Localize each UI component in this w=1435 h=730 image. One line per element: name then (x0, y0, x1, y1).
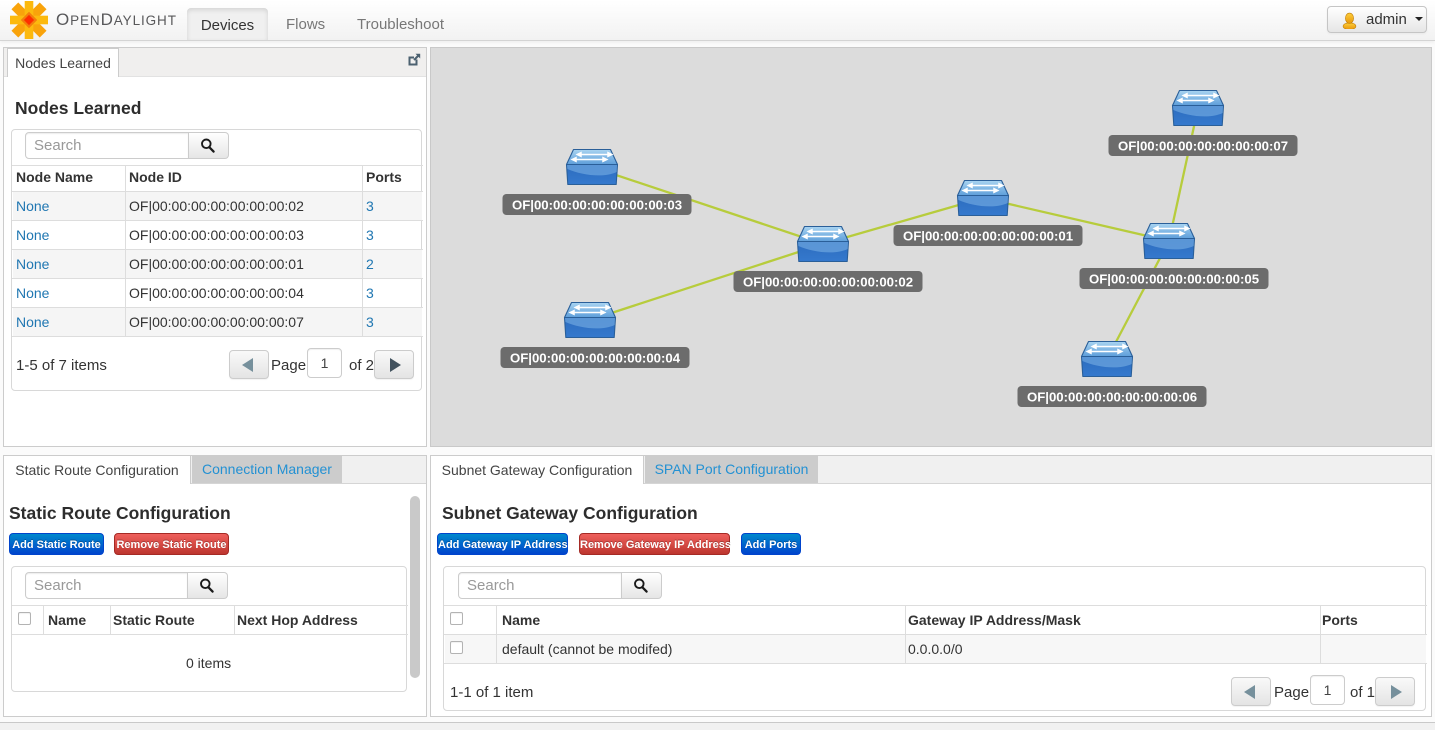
svg-text:OF|00:00:00:00:00:00:00:05: OF|00:00:00:00:00:00:00:05 (1089, 272, 1259, 287)
svg-text:OF|00:00:00:00:00:00:00:02: OF|00:00:00:00:00:00:00:02 (743, 275, 913, 290)
svg-text:OF|00:00:00:00:00:00:00:06: OF|00:00:00:00:00:00:00:06 (1027, 390, 1197, 405)
svg-text:OF|00:00:00:00:00:00:00:01: OF|00:00:00:00:00:00:00:01 (903, 229, 1073, 244)
svg-text:OF|00:00:00:00:00:00:00:07: OF|00:00:00:00:00:00:00:07 (1118, 139, 1288, 154)
svg-text:OF|00:00:00:00:00:00:00:03: OF|00:00:00:00:00:00:00:03 (512, 198, 682, 213)
svg-text:OF|00:00:00:00:00:00:00:04: OF|00:00:00:00:00:00:00:04 (510, 351, 681, 366)
